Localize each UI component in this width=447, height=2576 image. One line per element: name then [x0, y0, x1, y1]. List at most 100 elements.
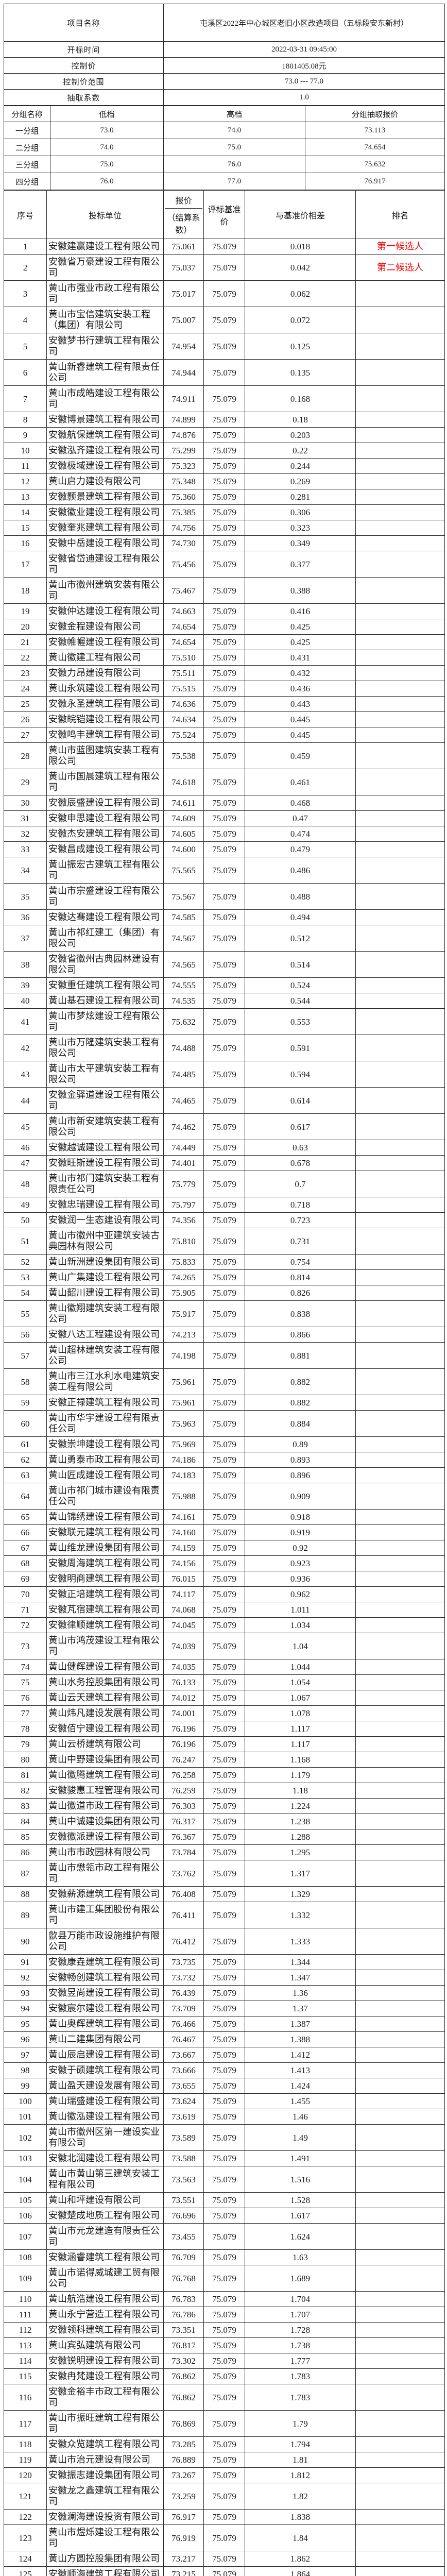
cell-b-rank [355, 2078, 445, 2094]
cell-b-diff: 0.866 [245, 1327, 356, 1343]
cell-b-name: 黄山辰启建设工程有限公司 [46, 2047, 164, 2063]
cell-b-diff: 0.425 [245, 619, 356, 635]
cell-b-name: 安徽崇坤建设工程有限公司 [46, 1436, 164, 1452]
cell-b-no: 93 [4, 1985, 47, 2001]
cell-b-rank [355, 1228, 445, 1255]
cell-b-bid: 75.905 [163, 1285, 204, 1301]
cell-b-rank [355, 1860, 445, 1887]
cell-b-bid: 76.466 [163, 2016, 204, 2032]
cell-b-rank [355, 2307, 445, 2323]
cell-b-bid: 73.217 [163, 2551, 204, 2567]
bidder-row: 81 黄山徽腾建筑工程有限公司 76.258 75.079 1.179 [4, 1767, 445, 1783]
cell-b-base: 75.079 [203, 1814, 245, 1829]
bidder-row: 116 安徽金裕丰市政工程有限公司 76.862 75.079 1.783 [4, 2384, 445, 2411]
cell-b-no: 111 [4, 2307, 47, 2323]
bidder-row: 78 安徽佰宁建设工程有限公司 76.196 75.079 1.117 [4, 1721, 445, 1737]
cell-b-rank [355, 2467, 445, 2483]
cell-b-diff: 1.078 [245, 1705, 356, 1721]
bidder-row: 14 安徽徽业建设工程有限公司 75.385 75.079 0.306 [4, 504, 445, 520]
cell-b-base: 75.079 [203, 307, 245, 333]
cell-b-diff: 0.445 [245, 727, 356, 743]
cell-b-base: 75.079 [203, 1540, 245, 1556]
cell-b-base: 75.079 [203, 2062, 245, 2078]
cell-b-no: 98 [4, 2062, 47, 2078]
cell-b-diff: 1.617 [245, 2208, 356, 2224]
cell-b-diff: 0.524 [245, 977, 356, 993]
col-header-bid-top: 报价 [165, 193, 202, 209]
cell-b-name: 黄山市宗盛建设工程有限公司 [46, 883, 164, 910]
cell-b-name: 黄山市梦炫建设工程有限公司 [46, 1008, 164, 1035]
cell-b-rank [355, 307, 445, 333]
cell-b-bid: 75.017 [163, 280, 204, 307]
cell-b-no: 102 [4, 2124, 47, 2151]
cell-b-bid: 76.408 [163, 1886, 204, 1902]
cell-b-bid: 74.600 [163, 841, 204, 857]
cell-b-diff: 0.882 [245, 1395, 356, 1411]
cell-b-base: 75.079 [203, 412, 245, 428]
cell-b-base: 75.079 [203, 1300, 245, 1327]
cell-b-name: 安徽奎兆建筑工程有限公司 [46, 520, 164, 536]
cell-b-bid: 75.961 [163, 1368, 204, 1395]
cell-b-name: 黄山炜凡建设发展有限公司 [46, 1705, 164, 1721]
cell-b-diff: 0.377 [245, 551, 356, 578]
bidder-row: 21 安徽帷幄建设工程有限公司 74.654 75.079 0.425 [4, 634, 445, 650]
bidder-row: 9 安徽航保建筑工程有限公司 74.876 75.079 0.203 [4, 427, 445, 443]
bidders-table-body: 1 安徽建赢建设工程有限公司 75.061 75.079 0.018 第一候选人 2 安徽省万… [4, 239, 445, 2576]
cell-b-bid: 75.961 [163, 1395, 204, 1411]
cell-b-rank [355, 1212, 445, 1228]
bidder-row: 36 安徽达骞建设工程有限公司 74.585 75.079 0.494 [4, 909, 445, 925]
cell-b-no: 57 [4, 1342, 47, 1369]
cell-b-base: 75.079 [203, 1212, 245, 1228]
cell-b-bid: 73.285 [163, 2436, 204, 2452]
cell-b-no: 68 [4, 1555, 47, 1571]
cell-b-no: 109 [4, 2265, 47, 2292]
cell-b-diff: 1.424 [245, 2078, 356, 2094]
cell-b-bid: 75.510 [163, 650, 204, 666]
cell-b-bid: 73.732 [163, 1970, 204, 1986]
cell-b-name: 黄山勇泰市政工程有限公司 [46, 1452, 164, 1468]
cell-b-no: 104 [4, 2166, 47, 2193]
cell-b-no: 55 [4, 1300, 47, 1327]
cell-b-bid: 73.619 [163, 2109, 204, 2125]
cell-b-rank [355, 1467, 445, 1483]
cell-b-base: 75.079 [203, 385, 245, 412]
cell-b-rank [355, 2109, 445, 2125]
cell-b-no: 9 [4, 427, 47, 443]
cell-b-no: 75 [4, 1674, 47, 1690]
cell-b-bid: 73.302 [163, 2353, 204, 2369]
cell-b-rank [355, 2166, 445, 2193]
cell-b-bid: 74.756 [163, 520, 204, 536]
cell-b-rank: 第二候选人 [355, 254, 445, 281]
cell-b-diff: 0.47 [245, 810, 356, 826]
bidder-row: 118 安徽众览建筑工程有限公司 73.285 75.079 1.794 [4, 2436, 445, 2452]
bidder-row: 93 安徽昱尚建设工程有限公司 76.439 75.079 1.36 [4, 1985, 445, 2001]
bidder-row: 26 安徽皖铠建设工程有限公司 74.634 75.079 0.445 [4, 711, 445, 727]
cell-b-base: 75.079 [203, 1829, 245, 1845]
cell-b-base: 75.079 [203, 742, 245, 769]
cell-b-name: 安徽律顺建筑工程有限公司 [46, 1617, 164, 1633]
cell-b-rank [355, 1300, 445, 1327]
cell-b-bid: 76.709 [163, 2249, 204, 2265]
cell-b-bid: 75.779 [163, 1171, 204, 1197]
cell-b-base: 75.079 [203, 993, 245, 1009]
cell-b-base: 75.079 [203, 1586, 245, 1602]
cell-b-diff: 0.18 [245, 412, 356, 428]
cell-b-base: 75.079 [203, 826, 245, 842]
col-header-company: 投标单位 [46, 190, 164, 239]
cell-b-name: 安徽航保建筑工程有限公司 [46, 427, 164, 443]
cell-b-diff: 1.36 [245, 1985, 356, 2001]
cell-b-base: 75.079 [203, 1886, 245, 1902]
table-row: 项目名称 屯溪区2022年中心城区老旧小区改造项目（五标段安东新村） [4, 4, 445, 42]
bidder-row: 86 黄山市市政园林有限公司 73.784 75.079 1.295 [4, 1844, 445, 1860]
cell-b-no: 79 [4, 1736, 47, 1752]
cell-b-base: 75.079 [203, 239, 245, 255]
col-header-bid-bottom: （结算系数） [167, 214, 200, 235]
cell-b-name: 安徽昌成建设工程有限公司 [46, 841, 164, 857]
cell-b-bid: 74.213 [163, 1327, 204, 1343]
cell-b-no: 107 [4, 2223, 47, 2250]
cell-b-rank [355, 2410, 445, 2437]
cell-b-rank [355, 1902, 445, 1928]
cell-b-no: 115 [4, 2368, 47, 2384]
cell-b-rank [355, 1269, 445, 1285]
cell-b-rank [355, 1197, 445, 1213]
